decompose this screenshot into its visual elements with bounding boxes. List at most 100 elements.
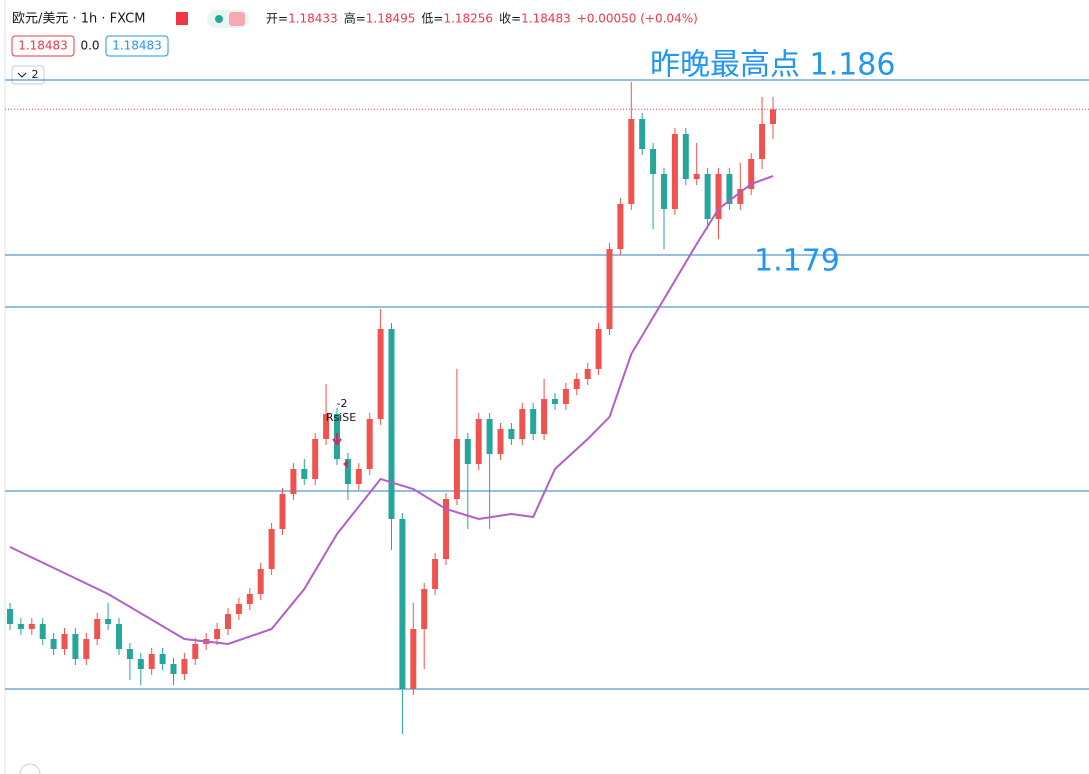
candle-body [344,459,351,484]
candle-body [650,149,657,174]
signal-arrow [332,433,342,446]
candle-body [388,329,395,519]
candle-body [214,629,221,639]
candle-body [606,249,613,329]
candle-body [726,174,733,204]
candle-body [170,664,177,674]
candle-body [421,589,428,629]
candle-body [105,619,112,624]
flag-icon[interactable] [176,12,188,25]
candle-body [377,329,384,419]
candle-body [486,419,493,454]
candle-body [72,634,79,659]
candle-body [225,614,231,629]
candle-body [671,134,678,209]
ohlc-label: 低= [421,12,443,26]
candle-body [257,569,264,594]
candle-body [61,634,68,649]
candle-body [464,439,471,464]
ask: 1.18483 [112,39,162,53]
candle-body [508,429,515,439]
ohlc-label: 开= [266,12,288,26]
spread: 0.0 [80,39,99,53]
candle-body [192,644,199,659]
candle-body [628,119,635,204]
candle-body [443,499,449,559]
candle-body [661,174,667,209]
signal-marker [343,460,348,468]
candle-body [617,204,624,249]
candle-body [519,409,526,439]
candle-body [323,414,330,439]
candle-body [432,559,439,589]
candle-body [312,439,319,479]
candle-body [50,639,57,649]
ohlc-label: 高= [344,11,366,26]
candle-body [290,469,297,494]
symbol[interactable]: 欧元/美元 · 1h · FXCM [12,12,145,27]
candle-body [355,469,362,484]
candle-body [704,174,711,219]
candle-body [530,409,537,434]
status-dot [215,15,223,23]
status-icon [229,12,245,26]
candle-body [366,419,373,469]
candle-body [715,174,722,219]
header: 欧元/美元 · 1h · FXCM 1.18483 0.0 1.18483 2 … [11,10,698,85]
candle-body [83,639,90,659]
candle-body [573,379,580,389]
candle-body [748,159,755,189]
candle-body [94,619,101,639]
candle-body [475,419,482,464]
moving-average [9,175,774,646]
change: +0.00050 (+0.04%) [577,12,698,26]
signal-name: RsiSE [326,411,356,424]
candle-body [693,174,700,179]
candle-body [268,529,275,569]
ask-box[interactable] [105,35,169,57]
bid-box[interactable] [11,35,75,57]
annotation: 1.179 [754,244,840,279]
candle-body [584,369,591,379]
layers-button[interactable] [11,65,45,85]
candle-body [148,654,155,669]
ohlc-value: 1.18433 [288,12,338,26]
ohlc-value: 1.18256 [443,12,493,26]
candle-body [116,624,122,649]
chevron [17,72,27,78]
candle-body [737,189,744,204]
candle-body [399,519,406,689]
candle-body [235,604,242,614]
bid: 1.18483 [18,39,68,53]
layers-count: 2 [32,68,39,81]
candle-body [759,124,766,159]
candle-body [410,629,417,689]
candle-body [246,594,253,604]
scroll-button[interactable] [19,763,41,774]
candle-body [28,624,35,629]
candle-body [279,494,286,529]
candle-body [17,624,24,629]
candle-body [453,439,460,499]
candle-body [541,399,548,434]
candle-body [497,429,504,454]
candle-body [181,659,188,674]
candle-body [137,659,144,669]
candle-body [7,609,13,624]
candle-body [682,134,689,179]
signal-count: -2 [337,397,348,410]
candle-body [770,109,776,124]
annotation: 昨晚最高点 1.186 [650,48,895,83]
candle-body [159,654,166,664]
ohlc-label: 收= [499,12,521,26]
candle-body [562,389,569,404]
candle-body [552,399,558,404]
candle-body [301,469,308,479]
candle-body [639,119,646,149]
ohlc-value: 1.18495 [366,12,416,26]
ohlc-value: 1.18483 [521,12,571,26]
candle-body [39,624,46,639]
